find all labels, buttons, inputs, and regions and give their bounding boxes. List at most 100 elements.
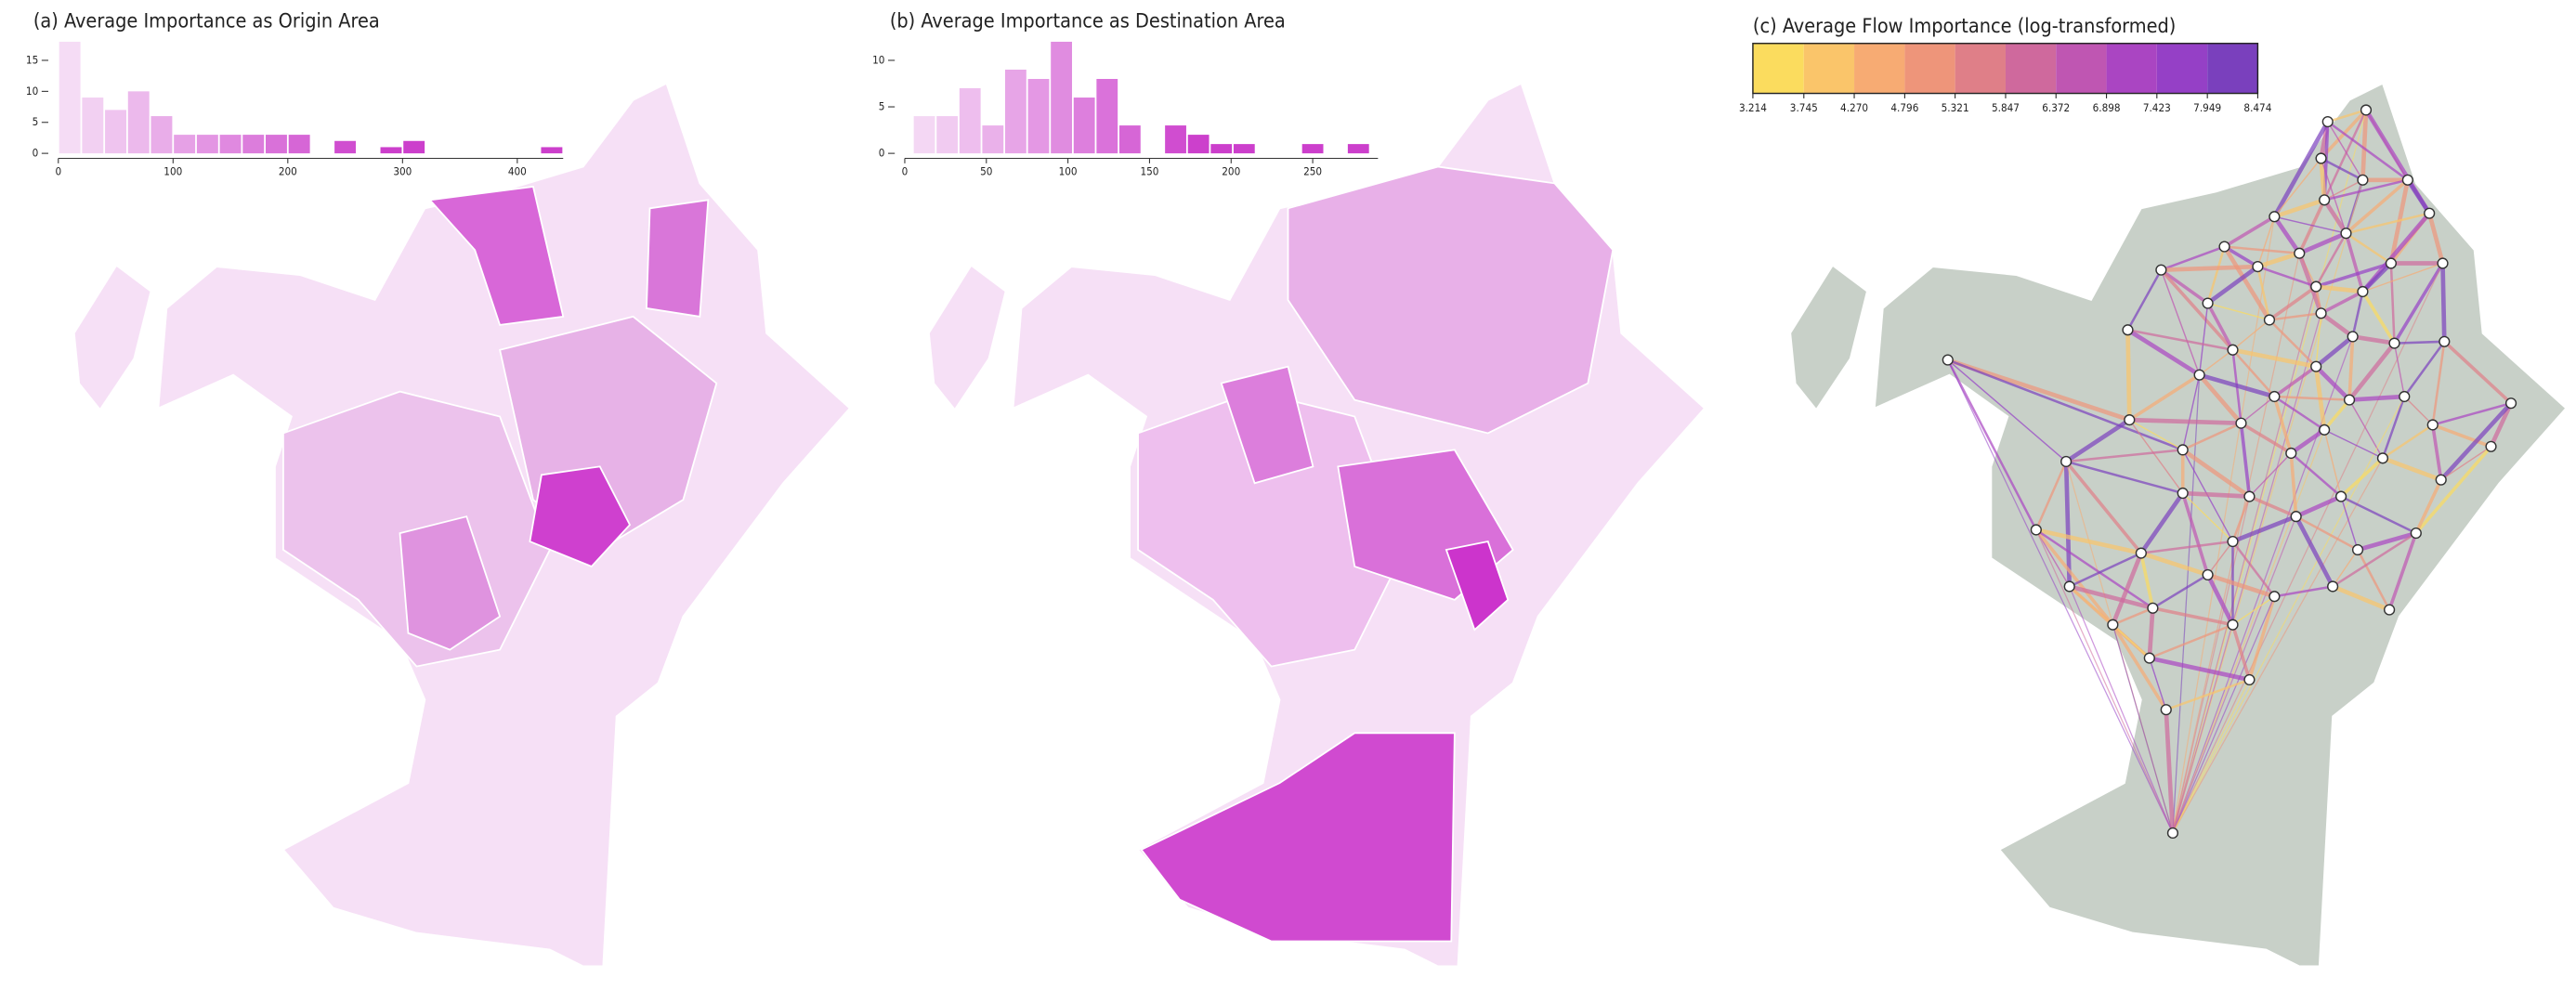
histogram-bar xyxy=(334,140,357,154)
flow-edge xyxy=(2172,458,2384,834)
flow-network xyxy=(1942,104,2517,840)
flow-edge xyxy=(2231,514,2297,544)
flow-edge xyxy=(2149,658,2167,710)
flow-edge xyxy=(2382,456,2442,482)
y-tick-label: 10 xyxy=(26,85,38,98)
histogram-bar xyxy=(1027,79,1050,154)
flow-edge xyxy=(2320,157,2363,181)
colorbar-segment xyxy=(1955,43,2006,94)
flow-edge xyxy=(2231,496,2251,542)
flow-edge xyxy=(2323,178,2409,202)
x-tick-label: 300 xyxy=(393,164,412,177)
flow-node xyxy=(2202,568,2214,581)
flow-edge xyxy=(2314,334,2355,369)
flow-node xyxy=(2360,104,2373,116)
map-c xyxy=(1791,82,2568,968)
flow-edge xyxy=(2207,302,2270,321)
flow-edge xyxy=(2356,549,2391,611)
flow-edge xyxy=(2352,334,2395,345)
flow-node xyxy=(2385,257,2398,269)
histogram-bar xyxy=(936,116,959,154)
colorbar-tick-label: 6.898 xyxy=(2093,101,2121,114)
flow-edge xyxy=(2149,623,2233,659)
flow-edge xyxy=(2112,624,2151,659)
flow-node xyxy=(2376,452,2389,464)
flow-edge xyxy=(2339,457,2385,498)
histogram-bar xyxy=(105,110,126,154)
histogram-bar xyxy=(1210,144,1233,154)
flow-edge xyxy=(2064,460,2143,554)
flow-edge xyxy=(2223,215,2276,249)
map-b xyxy=(929,82,1706,968)
map-region xyxy=(74,267,150,409)
flow-edge xyxy=(2197,373,2243,425)
colorbar-tick-label: 7.423 xyxy=(2143,101,2171,114)
flow-edge xyxy=(2430,424,2443,480)
flow-edge xyxy=(2223,245,2259,268)
panel-title: (a) Average Importance as Origin Area xyxy=(33,9,380,33)
flow-edge xyxy=(2294,515,2335,588)
flow-edge xyxy=(2323,429,2342,497)
histogram-bar xyxy=(959,88,981,154)
flow-edge xyxy=(2426,213,2445,265)
histogram-bar xyxy=(541,147,563,154)
flow-edge xyxy=(2273,365,2318,398)
flow-node xyxy=(2319,423,2331,436)
flow-node xyxy=(2334,490,2347,502)
flow-edge xyxy=(2432,401,2512,426)
flow-edge xyxy=(2297,199,2326,254)
flow-edge xyxy=(2274,395,2350,401)
colorbar-segment xyxy=(1904,43,1955,94)
flow-edge xyxy=(2268,285,2318,321)
map-region xyxy=(646,199,710,318)
flow-edge xyxy=(2172,595,2275,834)
flow-node xyxy=(2269,390,2281,403)
flow-edge xyxy=(2172,429,2325,834)
flow-edge xyxy=(2138,491,2185,554)
flow-node xyxy=(2504,397,2517,410)
flow-node xyxy=(2155,264,2167,276)
colorbar-tick-label: 5.847 xyxy=(1992,101,2020,114)
histogram-bar xyxy=(288,135,310,154)
flow-edge xyxy=(2290,452,2342,498)
flow-edge xyxy=(2064,418,2131,463)
x-tick-label: 100 xyxy=(1059,164,1078,177)
x-tick-label: 0 xyxy=(902,164,909,177)
flow-node xyxy=(2340,228,2352,240)
histogram-bar xyxy=(1118,125,1141,154)
flow-edge xyxy=(2172,496,2251,834)
flow-node xyxy=(2063,580,2075,593)
map-region xyxy=(1220,365,1314,485)
flow-node xyxy=(2107,619,2119,631)
flow-node xyxy=(2243,673,2256,686)
flow-edge xyxy=(2069,584,2153,611)
flow-edge xyxy=(2160,268,2234,351)
flow-edge xyxy=(2206,246,2226,304)
panel-title: (c) Average Flow Importance (log-transfo… xyxy=(1753,15,2176,38)
histogram-bar xyxy=(59,41,81,154)
histogram-bar xyxy=(1301,144,1324,154)
flow-edge xyxy=(2405,178,2432,215)
flow-edge xyxy=(2432,423,2492,449)
histogram-bar xyxy=(196,135,218,154)
flow-edge xyxy=(2322,398,2351,432)
colorbar-segment xyxy=(1803,43,1855,94)
y-tick-label: 0 xyxy=(879,147,885,160)
flow-edge xyxy=(2327,109,2367,124)
flow-edge xyxy=(2340,496,2359,551)
flow-node xyxy=(2424,207,2436,219)
flow-edge xyxy=(2389,263,2396,344)
flow-edge xyxy=(2240,422,2293,455)
flow-edge xyxy=(2314,365,2351,402)
flow-edge xyxy=(2298,231,2347,255)
flow-edge xyxy=(2403,341,2446,397)
flow-node xyxy=(2030,524,2042,536)
histogram-bar xyxy=(219,135,242,154)
flow-edge xyxy=(2320,290,2364,315)
plots: (a) Average Importance as Origin Area 0 10… xyxy=(26,9,2272,177)
map-region xyxy=(1445,541,1510,632)
histogram-bar xyxy=(82,98,104,154)
flow-node xyxy=(2410,527,2422,540)
colorbar-tick-label: 5.321 xyxy=(1942,101,1969,114)
flow-edge xyxy=(2111,623,2168,711)
